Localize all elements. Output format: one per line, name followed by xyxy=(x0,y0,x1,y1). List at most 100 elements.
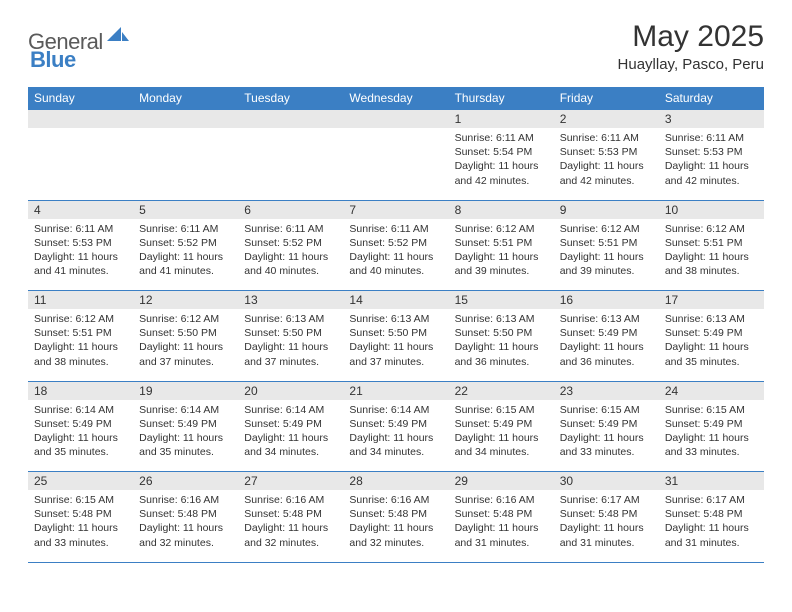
daylight-line: Daylight: 11 hours and 41 minutes. xyxy=(139,250,232,278)
day-number: 27 xyxy=(238,472,343,490)
day-number-cell: 20 xyxy=(238,381,343,400)
sunset-label: Sunset: xyxy=(244,237,280,249)
sunset-line: Sunset: 5:49 PM xyxy=(349,417,442,431)
daylight-line: Daylight: 11 hours and 37 minutes. xyxy=(244,340,337,368)
sunset-line: Sunset: 5:52 PM xyxy=(349,236,442,250)
day-number: 5 xyxy=(133,201,238,219)
sunset-value: 5:48 PM xyxy=(73,508,112,520)
sunset-value: 5:51 PM xyxy=(493,237,532,249)
day-number-cell: 18 xyxy=(28,381,133,400)
day-number-cell xyxy=(28,110,133,129)
sunrise-line: Sunrise: 6:13 AM xyxy=(244,312,337,326)
sunrise-label: Sunrise: xyxy=(455,223,494,235)
day-number: 21 xyxy=(343,382,448,400)
sunset-label: Sunset: xyxy=(455,146,491,158)
sunrise-value: 6:11 AM xyxy=(391,223,429,235)
daylight-label: Daylight: xyxy=(455,341,496,353)
sunset-value: 5:48 PM xyxy=(703,508,742,520)
daylight-line: Daylight: 11 hours and 31 minutes. xyxy=(455,521,548,549)
sunset-value: 5:50 PM xyxy=(283,327,322,339)
sunrise-line: Sunrise: 6:11 AM xyxy=(665,131,758,145)
daylight-label: Daylight: xyxy=(349,341,390,353)
day-cell: Sunrise: 6:13 AMSunset: 5:49 PMDaylight:… xyxy=(659,309,764,381)
sunset-line: Sunset: 5:53 PM xyxy=(665,145,758,159)
sunrise-line: Sunrise: 6:13 AM xyxy=(455,312,548,326)
sunrise-label: Sunrise: xyxy=(139,223,178,235)
day-number-cell: 4 xyxy=(28,200,133,219)
day-number: 9 xyxy=(554,201,659,219)
daylight-line: Daylight: 11 hours and 34 minutes. xyxy=(244,431,337,459)
sunrise-line: Sunrise: 6:12 AM xyxy=(139,312,232,326)
sunset-label: Sunset: xyxy=(665,146,701,158)
weekday-saturday: Saturday xyxy=(659,87,764,110)
sunset-line: Sunset: 5:49 PM xyxy=(139,417,232,431)
sunrise-label: Sunrise: xyxy=(244,404,283,416)
sunset-label: Sunset: xyxy=(560,146,596,158)
day-number-cell: 26 xyxy=(133,472,238,491)
day-cell: Sunrise: 6:12 AMSunset: 5:51 PMDaylight:… xyxy=(28,309,133,381)
day-number: 13 xyxy=(238,291,343,309)
daylight-label: Daylight: xyxy=(244,251,285,263)
day-number: 15 xyxy=(449,291,554,309)
sunset-line: Sunset: 5:49 PM xyxy=(665,417,758,431)
day-cell: Sunrise: 6:13 AMSunset: 5:50 PMDaylight:… xyxy=(343,309,448,381)
sunset-value: 5:48 PM xyxy=(493,508,532,520)
day-cell: Sunrise: 6:12 AMSunset: 5:51 PMDaylight:… xyxy=(449,219,554,291)
day-cell: Sunrise: 6:15 AMSunset: 5:49 PMDaylight:… xyxy=(449,400,554,472)
day-number-cell xyxy=(133,110,238,129)
sunrise-value: 6:11 AM xyxy=(286,223,324,235)
day-details: Sunrise: 6:11 AMSunset: 5:53 PMDaylight:… xyxy=(28,219,133,285)
sunrise-value: 6:12 AM xyxy=(181,313,220,325)
day-number-cell: 8 xyxy=(449,200,554,219)
sunrise-value: 6:13 AM xyxy=(706,313,745,325)
sunrise-line: Sunrise: 6:15 AM xyxy=(560,403,653,417)
day-number: 18 xyxy=(28,382,133,400)
sunset-value: 5:52 PM xyxy=(283,237,322,249)
day-cell: Sunrise: 6:14 AMSunset: 5:49 PMDaylight:… xyxy=(133,400,238,472)
sunrise-value: 6:12 AM xyxy=(75,313,114,325)
daylight-label: Daylight: xyxy=(665,522,706,534)
sunrise-line: Sunrise: 6:14 AM xyxy=(349,403,442,417)
daylight-label: Daylight: xyxy=(244,432,285,444)
day-number: 31 xyxy=(659,472,764,490)
sunset-line: Sunset: 5:51 PM xyxy=(665,236,758,250)
day-number-cell xyxy=(238,110,343,129)
sunrise-label: Sunrise: xyxy=(560,494,599,506)
day-cell: Sunrise: 6:16 AMSunset: 5:48 PMDaylight:… xyxy=(133,490,238,562)
sunrise-line: Sunrise: 6:16 AM xyxy=(244,493,337,507)
daylight-label: Daylight: xyxy=(560,432,601,444)
sunset-value: 5:53 PM xyxy=(703,146,742,158)
day-details: Sunrise: 6:16 AMSunset: 5:48 PMDaylight:… xyxy=(343,490,448,556)
day-cell: Sunrise: 6:12 AMSunset: 5:50 PMDaylight:… xyxy=(133,309,238,381)
day-details: Sunrise: 6:14 AMSunset: 5:49 PMDaylight:… xyxy=(238,400,343,466)
brand-part2-wrap: Blue xyxy=(30,47,76,73)
day-details: Sunrise: 6:12 AMSunset: 5:51 PMDaylight:… xyxy=(659,219,764,285)
daylight-line: Daylight: 11 hours and 42 minutes. xyxy=(455,159,548,187)
day-details: Sunrise: 6:13 AMSunset: 5:49 PMDaylight:… xyxy=(659,309,764,375)
day-number-cell: 19 xyxy=(133,381,238,400)
sunset-line: Sunset: 5:48 PM xyxy=(560,507,653,521)
day-content-row: Sunrise: 6:11 AMSunset: 5:53 PMDaylight:… xyxy=(28,219,764,291)
sunset-line: Sunset: 5:50 PM xyxy=(349,326,442,340)
sunset-value: 5:49 PM xyxy=(283,418,322,430)
daylight-label: Daylight: xyxy=(34,522,75,534)
weekday-wednesday: Wednesday xyxy=(343,87,448,110)
day-cell: Sunrise: 6:11 AMSunset: 5:52 PMDaylight:… xyxy=(343,219,448,291)
sunset-value: 5:50 PM xyxy=(178,327,217,339)
daylight-label: Daylight: xyxy=(665,432,706,444)
day-number xyxy=(28,110,133,128)
sunset-line: Sunset: 5:48 PM xyxy=(665,507,758,521)
day-cell: Sunrise: 6:13 AMSunset: 5:50 PMDaylight:… xyxy=(449,309,554,381)
sunset-label: Sunset: xyxy=(455,327,491,339)
sunrise-value: 6:13 AM xyxy=(286,313,325,325)
sunrise-line: Sunrise: 6:13 AM xyxy=(665,312,758,326)
brand-part2: Blue xyxy=(30,47,76,72)
day-details: Sunrise: 6:12 AMSunset: 5:51 PMDaylight:… xyxy=(449,219,554,285)
sunrise-value: 6:14 AM xyxy=(286,404,325,416)
daylight-line: Daylight: 11 hours and 34 minutes. xyxy=(349,431,442,459)
day-details: Sunrise: 6:12 AMSunset: 5:51 PMDaylight:… xyxy=(28,309,133,375)
day-number-cell: 1 xyxy=(449,110,554,129)
sunrise-label: Sunrise: xyxy=(34,404,73,416)
sunrise-line: Sunrise: 6:11 AM xyxy=(560,131,653,145)
sunrise-line: Sunrise: 6:16 AM xyxy=(139,493,232,507)
